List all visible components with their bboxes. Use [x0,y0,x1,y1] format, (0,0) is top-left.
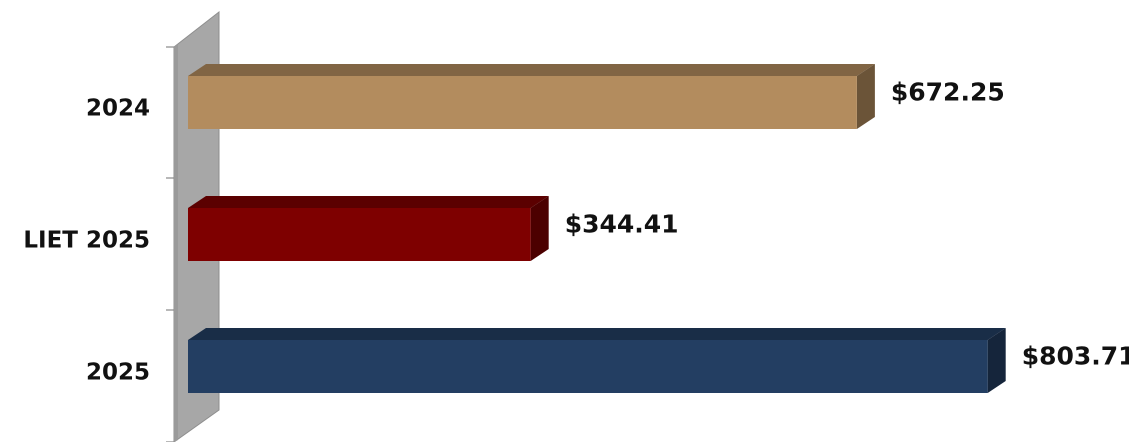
category-label: 2025 [86,360,150,386]
bar-end-face [856,64,875,129]
bars-layer [188,64,1006,393]
bar-top-face [188,64,875,76]
bar-1 [188,196,549,261]
value-label: $672.25 [891,78,1005,107]
category-labels: 2024 LIET 2025 2025 [23,96,150,386]
bar-front-face [188,208,531,261]
bar-2 [188,328,1006,393]
value-label: $344.41 [565,210,679,239]
category-label: LIET 2025 [23,228,150,254]
bar-front-face [188,76,857,129]
bar-0 [188,64,875,129]
axis-wall-edge [174,44,178,442]
value-labels: $672.25 $344.41 $803.71 [565,78,1129,371]
bar-front-face [188,340,988,393]
bar-top-face [188,196,549,208]
bar-end-face [987,328,1006,393]
bar-top-face [188,328,1006,340]
value-label: $803.71 [1022,342,1129,371]
category-label: 2024 [86,96,150,122]
bar-end-face [530,196,549,261]
axis-ticks [166,46,174,443]
